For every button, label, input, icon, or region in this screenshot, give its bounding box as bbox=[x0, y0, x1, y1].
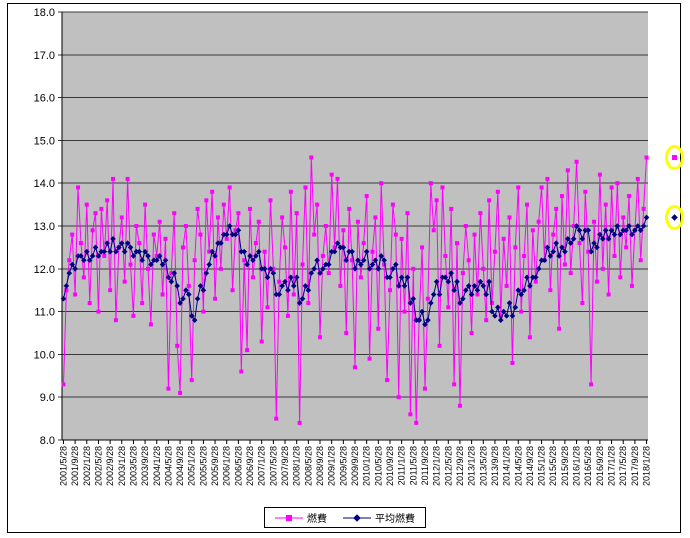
svg-text:11.0: 11.0 bbox=[34, 307, 55, 319]
svg-text:2018/1/28: 2018/1/28 bbox=[642, 446, 652, 486]
legend-item-average-fuel[interactable]: 平均燃費 bbox=[343, 510, 415, 525]
svg-text:2003/5/28: 2003/5/28 bbox=[128, 446, 138, 486]
svg-text:15.0: 15.0 bbox=[34, 135, 55, 147]
svg-text:2006/1/28: 2006/1/28 bbox=[222, 446, 232, 486]
svg-text:2017/5/28: 2017/5/28 bbox=[618, 446, 628, 486]
svg-text:2009/9/28: 2009/9/28 bbox=[350, 446, 360, 486]
svg-text:2010/1/28: 2010/1/28 bbox=[362, 446, 372, 486]
svg-text:2010/9/28: 2010/9/28 bbox=[385, 446, 395, 486]
svg-text:2016/5/28: 2016/5/28 bbox=[583, 446, 593, 486]
svg-text:18.0: 18.0 bbox=[34, 7, 55, 19]
svg-text:2008/1/28: 2008/1/28 bbox=[292, 446, 302, 486]
svg-text:2013/9/28: 2013/9/28 bbox=[490, 446, 500, 486]
svg-text:2009/1/28: 2009/1/28 bbox=[327, 446, 337, 486]
svg-text:17.0: 17.0 bbox=[34, 50, 55, 62]
legend-label-average-fuel: 平均燃費 bbox=[375, 514, 415, 525]
svg-text:2011/1/28: 2011/1/28 bbox=[397, 446, 407, 485]
svg-text:2001/5/28: 2001/5/28 bbox=[58, 446, 68, 486]
x-axis-labels: 2001/5/28 2001/9/28 2002/1/28 2002/5/28 2002… bbox=[58, 440, 652, 486]
svg-text:2008/5/28: 2008/5/28 bbox=[303, 446, 313, 486]
highlight-circles bbox=[665, 145, 685, 230]
svg-text:2012/5/28: 2012/5/28 bbox=[443, 446, 453, 486]
svg-text:2014/9/28: 2014/9/28 bbox=[525, 446, 535, 486]
svg-text:2015/1/28: 2015/1/28 bbox=[537, 446, 547, 486]
svg-text:2009/5/28: 2009/5/28 bbox=[338, 446, 348, 486]
svg-text:2012/1/28: 2012/1/28 bbox=[432, 446, 442, 486]
svg-text:2013/5/28: 2013/5/28 bbox=[478, 446, 488, 486]
svg-text:2007/5/28: 2007/5/28 bbox=[268, 446, 278, 486]
svg-text:2006/5/28: 2006/5/28 bbox=[233, 446, 243, 486]
svg-text:14.0: 14.0 bbox=[34, 178, 55, 190]
legend-item-fuel[interactable]: 燃費 bbox=[275, 510, 327, 525]
svg-text:2017/1/28: 2017/1/28 bbox=[607, 446, 617, 486]
svg-text:2002/1/28: 2002/1/28 bbox=[82, 446, 92, 486]
svg-text:2014/1/28: 2014/1/28 bbox=[502, 446, 512, 486]
svg-text:10.0: 10.0 bbox=[34, 349, 55, 361]
svg-text:2013/1/28: 2013/1/28 bbox=[467, 446, 477, 486]
svg-text:2003/9/28: 2003/9/28 bbox=[140, 446, 150, 486]
svg-text:2006/9/28: 2006/9/28 bbox=[245, 446, 255, 486]
svg-text:2005/5/28: 2005/5/28 bbox=[198, 446, 208, 486]
svg-text:2005/9/28: 2005/9/28 bbox=[210, 446, 220, 486]
svg-text:2016/1/28: 2016/1/28 bbox=[572, 446, 582, 486]
svg-text:2015/9/28: 2015/9/28 bbox=[560, 446, 570, 486]
svg-text:2016/9/28: 2016/9/28 bbox=[595, 446, 605, 486]
svg-text:2002/5/28: 2002/5/28 bbox=[93, 446, 103, 486]
svg-text:13.0: 13.0 bbox=[34, 221, 55, 233]
svg-text:12.0: 12.0 bbox=[34, 264, 55, 276]
svg-text:2001/9/28: 2001/9/28 bbox=[70, 446, 80, 486]
svg-text:2015/5/28: 2015/5/28 bbox=[548, 446, 558, 486]
svg-text:9.0: 9.0 bbox=[40, 392, 55, 404]
series-average-fuel[interactable] bbox=[60, 214, 650, 328]
svg-text:2012/9/28: 2012/9/28 bbox=[455, 446, 465, 486]
svg-text:2010/5/28: 2010/5/28 bbox=[373, 446, 383, 486]
svg-text:2004/1/28: 2004/1/28 bbox=[152, 446, 162, 486]
svg-text:8.0: 8.0 bbox=[40, 435, 55, 447]
y-axis-labels: 8.0 9.0 10.0 11.0 12.0 13.0 14.0 15.0 16.0 17.0 18… bbox=[34, 7, 55, 447]
svg-text:2007/1/28: 2007/1/28 bbox=[257, 446, 267, 486]
fuel-series-marker-icon bbox=[275, 513, 303, 523]
svg-text:2004/5/28: 2004/5/28 bbox=[163, 446, 173, 486]
legend-label-fuel: 燃費 bbox=[307, 514, 327, 525]
svg-text:2007/9/28: 2007/9/28 bbox=[280, 446, 290, 486]
svg-text:2011/5/28: 2011/5/28 bbox=[408, 446, 418, 485]
svg-text:2014/5/28: 2014/5/28 bbox=[513, 446, 523, 486]
average-fuel-series-marker-icon bbox=[343, 513, 371, 523]
svg-text:16.0: 16.0 bbox=[34, 93, 55, 105]
svg-text:2003/1/28: 2003/1/28 bbox=[117, 446, 127, 486]
svg-text:2004/9/28: 2004/9/28 bbox=[175, 446, 185, 486]
chart-canvas[interactable]: 8.0 9.0 10.0 11.0 12.0 13.0 14.0 15.0 16.0 17.0 18… bbox=[0, 0, 690, 506]
legend[interactable]: 燃費 平均燃費 bbox=[264, 507, 426, 528]
svg-text:2002/9/28: 2002/9/28 bbox=[105, 446, 115, 486]
svg-text:2017/9/28: 2017/9/28 bbox=[630, 446, 640, 486]
svg-text:2011/9/28: 2011/9/28 bbox=[420, 446, 430, 485]
svg-text:2008/9/28: 2008/9/28 bbox=[315, 446, 325, 486]
svg-text:2005/1/28: 2005/1/28 bbox=[187, 446, 197, 486]
